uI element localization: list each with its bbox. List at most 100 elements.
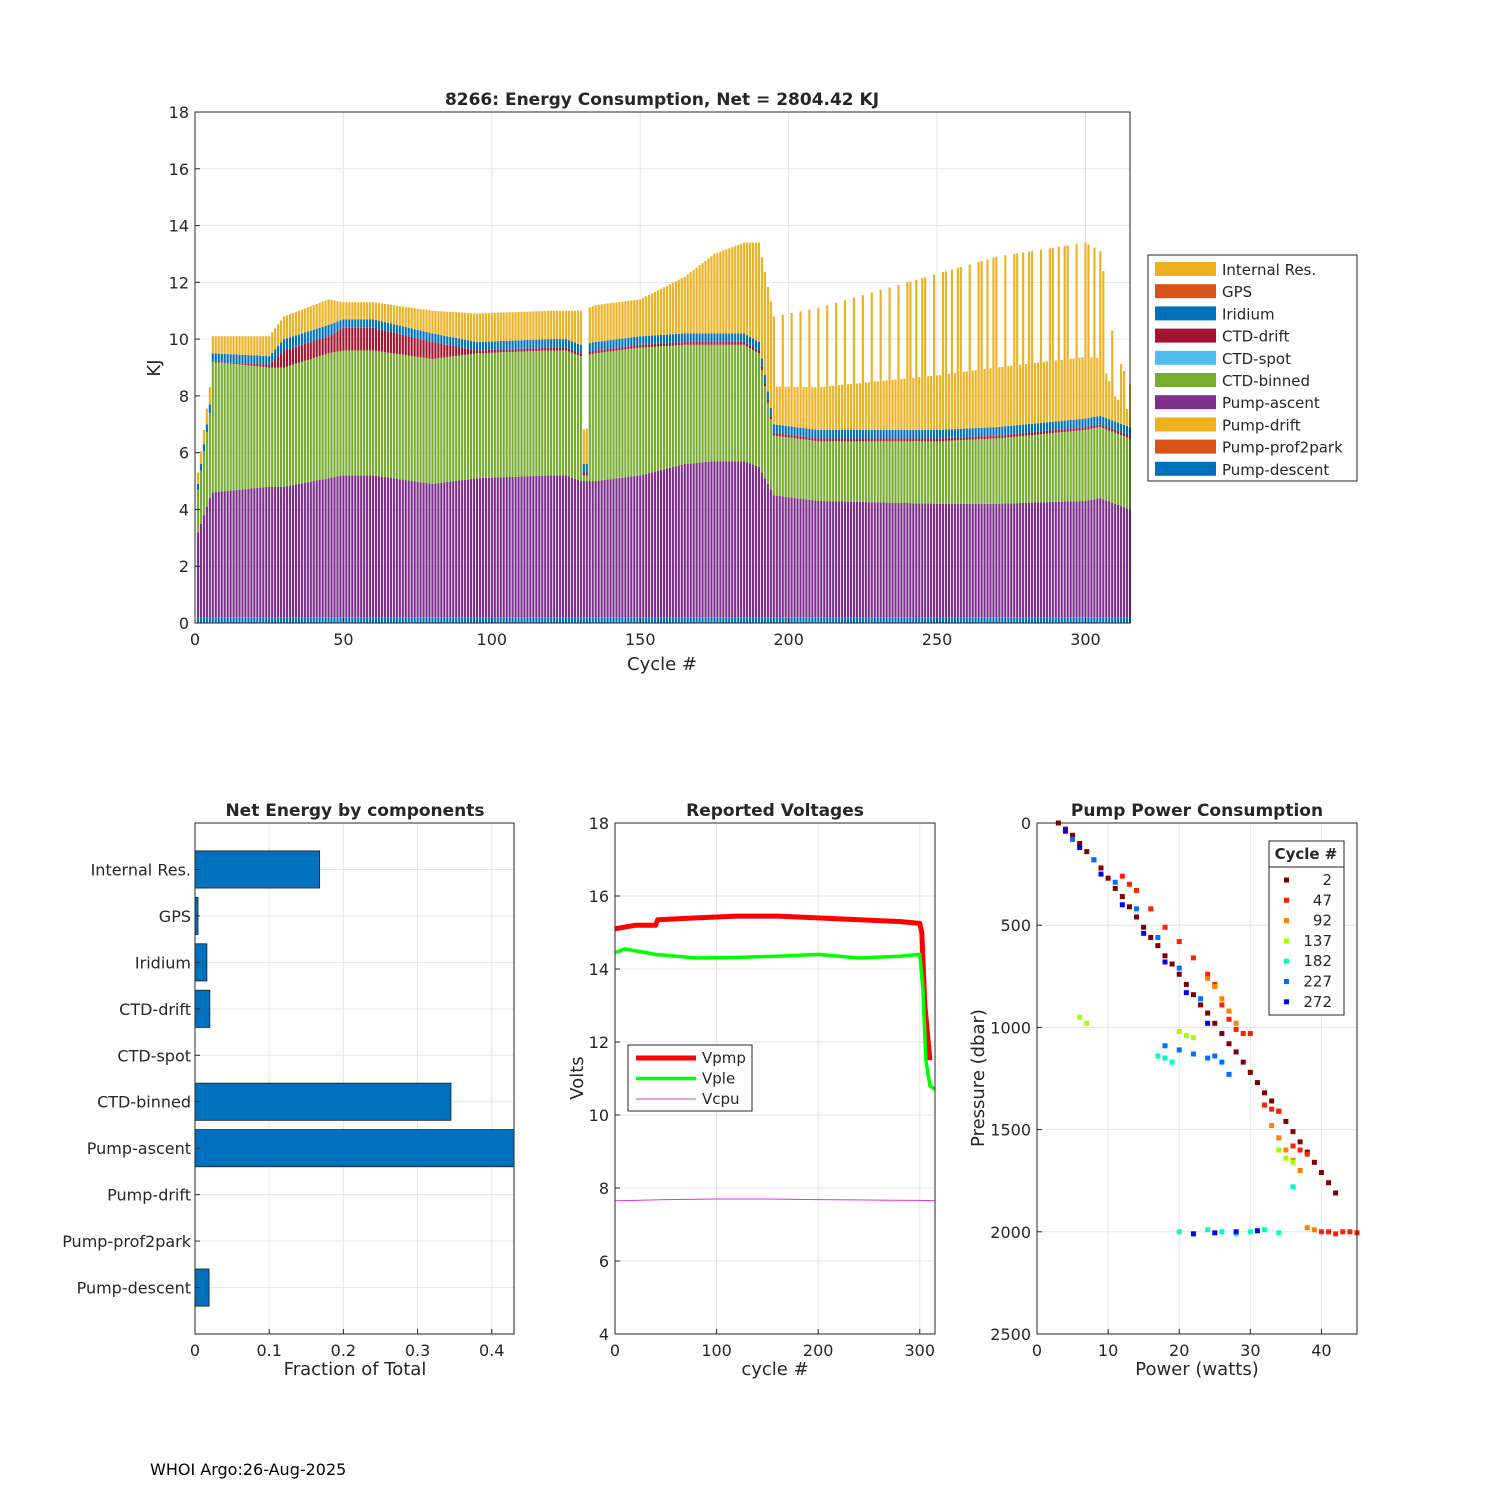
- energy-bar-segment: [410, 307, 413, 329]
- energy-bar-segment: [823, 617, 826, 623]
- energy-bar-segment: [784, 425, 787, 435]
- energy-bar-segment: [475, 313, 479, 342]
- energy-bar-segment: [642, 617, 645, 623]
- energy-bar-segment: [357, 302, 360, 320]
- energy-bar-segment: [748, 345, 752, 349]
- energy-bar-segment: [903, 441, 906, 503]
- energy-bar-segment: [594, 341, 597, 351]
- energy-bar-segment: [689, 341, 692, 345]
- energy-bar-segment: [199, 617, 203, 623]
- energy-bar-segment: [1090, 425, 1093, 429]
- energy-bar-segment: [986, 259, 989, 428]
- energy-bar-segment: [677, 333, 680, 343]
- energy-bar-segment: [306, 307, 309, 332]
- energy-bar-segment: [1090, 428, 1093, 500]
- energy-bar-segment: [413, 356, 416, 482]
- energy-bar-segment: [535, 351, 538, 476]
- energy-bar-segment: [760, 366, 764, 370]
- energy-bar-segment: [1010, 365, 1013, 426]
- energy-bar-segment: [775, 617, 778, 623]
- energy-bar-segment: [692, 463, 695, 618]
- pump-power-point: [1112, 879, 1118, 885]
- energy-bar-segment: [651, 472, 654, 618]
- energy-bar-segment: [547, 475, 550, 618]
- energy-bar-segment: [372, 475, 375, 618]
- energy-bar-segment: [348, 319, 351, 328]
- energy-bar-segment: [363, 475, 366, 618]
- energy-bar-segment: [309, 481, 312, 618]
- energy-legend-label: Pump-drift: [1222, 416, 1301, 434]
- energy-bar-segment: [431, 483, 434, 618]
- energy-bar-segment: [1039, 502, 1043, 618]
- energy-bar-segment: [229, 617, 232, 623]
- energy-bar-segment: [570, 349, 574, 353]
- energy-bar-segment: [621, 349, 624, 478]
- energy-bar-segment: [211, 353, 214, 362]
- energy-bar-segment: [398, 306, 401, 326]
- energy-bar-segment: [422, 482, 425, 618]
- energy-bar-segment: [909, 617, 912, 623]
- energy-bar-segment: [487, 350, 490, 353]
- energy-bar-segment: [710, 256, 713, 334]
- energy-bar-segment: [567, 310, 571, 341]
- energy-bar-segment: [1022, 617, 1025, 623]
- energy-bar-segment: [535, 348, 538, 352]
- pump-power-point: [1269, 1123, 1275, 1129]
- energy-bar-segment: [915, 617, 918, 623]
- energy-bar-segment: [226, 362, 229, 364]
- energy-bar-segment: [751, 338, 755, 348]
- pump-power-point: [1205, 1055, 1211, 1061]
- energy-bar-segment: [900, 617, 903, 623]
- energy-bar-segment: [998, 367, 1001, 427]
- energy-bar-segment: [938, 374, 942, 430]
- energy-x-tick-label: 50: [333, 630, 353, 649]
- net-energy-x-tick-label: 0.4: [479, 1341, 504, 1360]
- energy-bar-segment: [229, 362, 232, 364]
- pump-power-y-tick-label: 0: [1021, 814, 1031, 833]
- energy-bar-segment: [740, 333, 743, 342]
- energy-bar-segment: [1122, 507, 1126, 618]
- energy-bar-segment: [265, 364, 268, 368]
- energy-bar-segment: [784, 496, 787, 618]
- energy-bar-segment: [345, 327, 348, 351]
- net-energy-title: Net Energy by components: [225, 801, 484, 821]
- energy-bar-segment: [1117, 504, 1120, 618]
- energy-bar-segment: [327, 299, 330, 325]
- energy-bar-segment: [523, 476, 526, 618]
- energy-bar-segment: [814, 387, 817, 430]
- energy-bar-segment: [698, 462, 701, 618]
- energy-bar-segment: [704, 260, 707, 334]
- energy-bar-segment: [363, 319, 366, 328]
- energy-bar-segment: [256, 336, 259, 356]
- energy-bar-segment: [1125, 425, 1129, 435]
- pump-power-point: [1119, 902, 1125, 908]
- energy-bar-segment: [930, 375, 933, 430]
- pump-power-point: [1126, 881, 1132, 887]
- pump-power-point: [1062, 828, 1068, 834]
- energy-bar-segment: [1004, 255, 1007, 427]
- energy-bar-segment: [796, 435, 799, 439]
- energy-bar-segment: [838, 617, 841, 623]
- energy-bar-segment: [564, 475, 568, 618]
- energy-bar-segment: [404, 480, 407, 618]
- energy-bar-segment: [802, 617, 805, 623]
- energy-bar-segment: [493, 349, 496, 353]
- energy-bar-segment: [962, 440, 965, 504]
- energy-bar-segment: [989, 368, 992, 428]
- energy-bar-segment: [241, 489, 244, 618]
- energy-bar-segment: [879, 429, 882, 439]
- energy-bar-segment: [1051, 247, 1054, 422]
- energy-bar-segment: [796, 427, 799, 436]
- energy-bar-segment: [511, 476, 514, 618]
- energy-bar-segment: [915, 279, 918, 430]
- net-energy-x-tick-label: 0.1: [256, 1341, 281, 1360]
- energy-bar-segment: [849, 441, 853, 502]
- energy-bar-segment: [398, 479, 401, 618]
- pump-power-legend-label: 227: [1303, 973, 1332, 991]
- energy-bar-segment: [446, 482, 449, 618]
- energy-bar-segment: [1072, 358, 1075, 420]
- energy-bar-segment: [265, 336, 268, 356]
- energy-bar-segment: [333, 300, 336, 323]
- energy-bar-segment: [627, 337, 630, 347]
